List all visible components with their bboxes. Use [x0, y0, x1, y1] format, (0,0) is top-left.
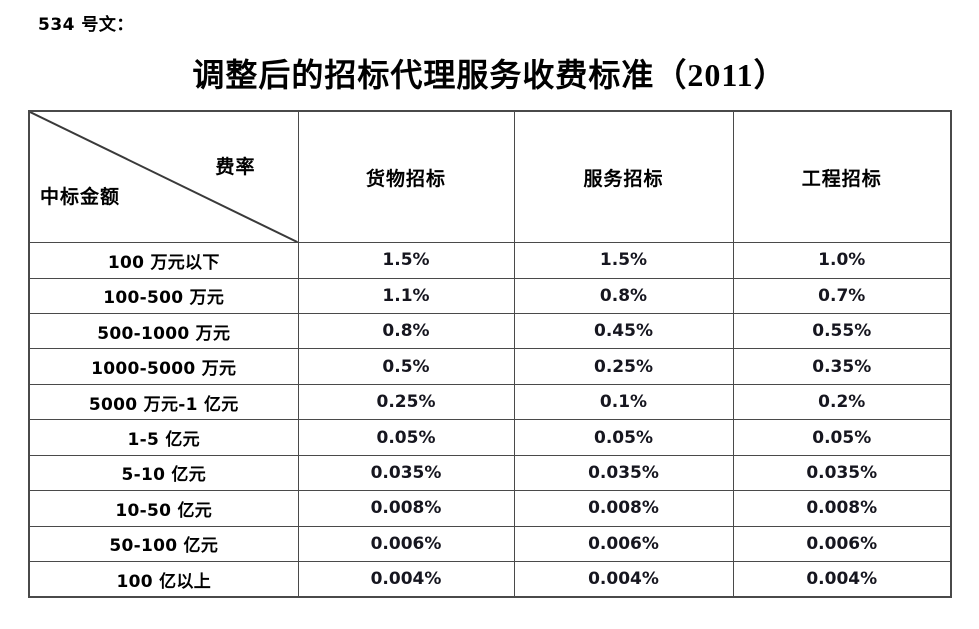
- table-row: 1000-5000 万元 0.5% 0.25% 0.35%: [28, 348, 952, 385]
- service-rate-cell: 0.004%: [513, 561, 734, 598]
- service-rate-cell: 0.008%: [513, 490, 734, 527]
- table-row: 1-5 亿元 0.05% 0.05% 0.05%: [28, 419, 952, 456]
- table-row: 100 亿以上 0.004% 0.004% 0.004%: [28, 561, 952, 598]
- engineering-rate-cell: 0.035%: [732, 454, 952, 492]
- corner-label-rate: 费率: [215, 157, 256, 178]
- column-header-engineering: 工程招标: [732, 110, 952, 244]
- engineering-rate-cell: 0.55%: [732, 312, 952, 350]
- service-rate-cell: 0.45%: [513, 312, 734, 350]
- corner-label-bid-amount: 中标金额: [40, 187, 121, 208]
- goods-rate-cell: 0.006%: [297, 525, 515, 563]
- engineering-rate-cell: 0.006%: [732, 525, 952, 563]
- engineering-rate-cell: 0.05%: [732, 419, 952, 456]
- column-header-service: 服务招标: [513, 110, 734, 244]
- table-row: 5000 万元-1 亿元 0.25% 0.1% 0.2%: [28, 383, 952, 421]
- amount-range-cell: 100 万元以下: [28, 242, 299, 279]
- service-rate-cell: 0.25%: [513, 348, 734, 385]
- engineering-rate-cell: 0.2%: [732, 383, 952, 421]
- engineering-rate-cell: 0.004%: [732, 561, 952, 598]
- service-rate-cell: 0.1%: [513, 383, 734, 421]
- amount-range-cell: 100 亿以上: [28, 561, 299, 598]
- table-row: 100 万元以下 1.5% 1.5% 1.0%: [28, 242, 952, 279]
- goods-rate-cell: 0.25%: [297, 383, 515, 421]
- column-header-goods: 货物招标: [297, 110, 515, 244]
- amount-range-cell: 50-100 亿元: [28, 525, 299, 563]
- goods-rate-cell: 0.05%: [297, 419, 515, 456]
- goods-rate-cell: 0.8%: [297, 312, 515, 350]
- goods-rate-cell: 1.1%: [297, 277, 515, 315]
- amount-range-cell: 5000 万元-1 亿元: [28, 383, 299, 421]
- amount-range-cell: 100-500 万元: [28, 277, 299, 315]
- amount-range-cell: 500-1000 万元: [28, 312, 299, 350]
- amount-range-cell: 10-50 亿元: [28, 490, 299, 527]
- engineering-rate-cell: 0.7%: [732, 277, 952, 315]
- service-rate-cell: 0.8%: [513, 277, 734, 315]
- service-rate-cell: 0.006%: [513, 525, 734, 563]
- fee-rate-table: 费率 中标金额 货物招标 服务招标 工程招标 100 万元以下 1.5% 1.5…: [28, 110, 952, 598]
- goods-rate-cell: 1.5%: [297, 242, 515, 279]
- goods-rate-cell: 0.5%: [297, 348, 515, 385]
- table-row: 50-100 亿元 0.006% 0.006% 0.006%: [28, 525, 952, 563]
- table-header-row: 费率 中标金额 货物招标 服务招标 工程招标: [28, 110, 952, 244]
- service-rate-cell: 0.05%: [513, 419, 734, 456]
- goods-rate-cell: 0.008%: [297, 490, 515, 527]
- engineering-rate-cell: 0.35%: [732, 348, 952, 385]
- service-rate-cell: 1.5%: [513, 242, 734, 279]
- service-rate-cell: 0.035%: [513, 454, 734, 492]
- amount-range-cell: 1000-5000 万元: [28, 348, 299, 385]
- amount-range-cell: 1-5 亿元: [28, 419, 299, 456]
- diagonal-corner-cell: 费率 中标金额: [28, 110, 299, 244]
- engineering-rate-cell: 1.0%: [732, 242, 952, 279]
- goods-rate-cell: 0.035%: [297, 454, 515, 492]
- goods-rate-cell: 0.004%: [297, 561, 515, 598]
- diagonal-divider-line: [30, 112, 298, 243]
- page-title: 调整后的招标代理服务收费标准（2011）: [192, 57, 787, 93]
- table-row: 500-1000 万元 0.8% 0.45% 0.55%: [28, 312, 952, 350]
- engineering-rate-cell: 0.008%: [732, 490, 952, 527]
- table-row: 100-500 万元 1.1% 0.8% 0.7%: [28, 277, 952, 315]
- table-row: 5-10 亿元 0.035% 0.035% 0.035%: [28, 454, 952, 492]
- amount-range-cell: 5-10 亿元: [28, 454, 299, 492]
- document-number-label: 534 号文：: [38, 15, 134, 35]
- table-row: 10-50 亿元 0.008% 0.008% 0.008%: [28, 490, 952, 527]
